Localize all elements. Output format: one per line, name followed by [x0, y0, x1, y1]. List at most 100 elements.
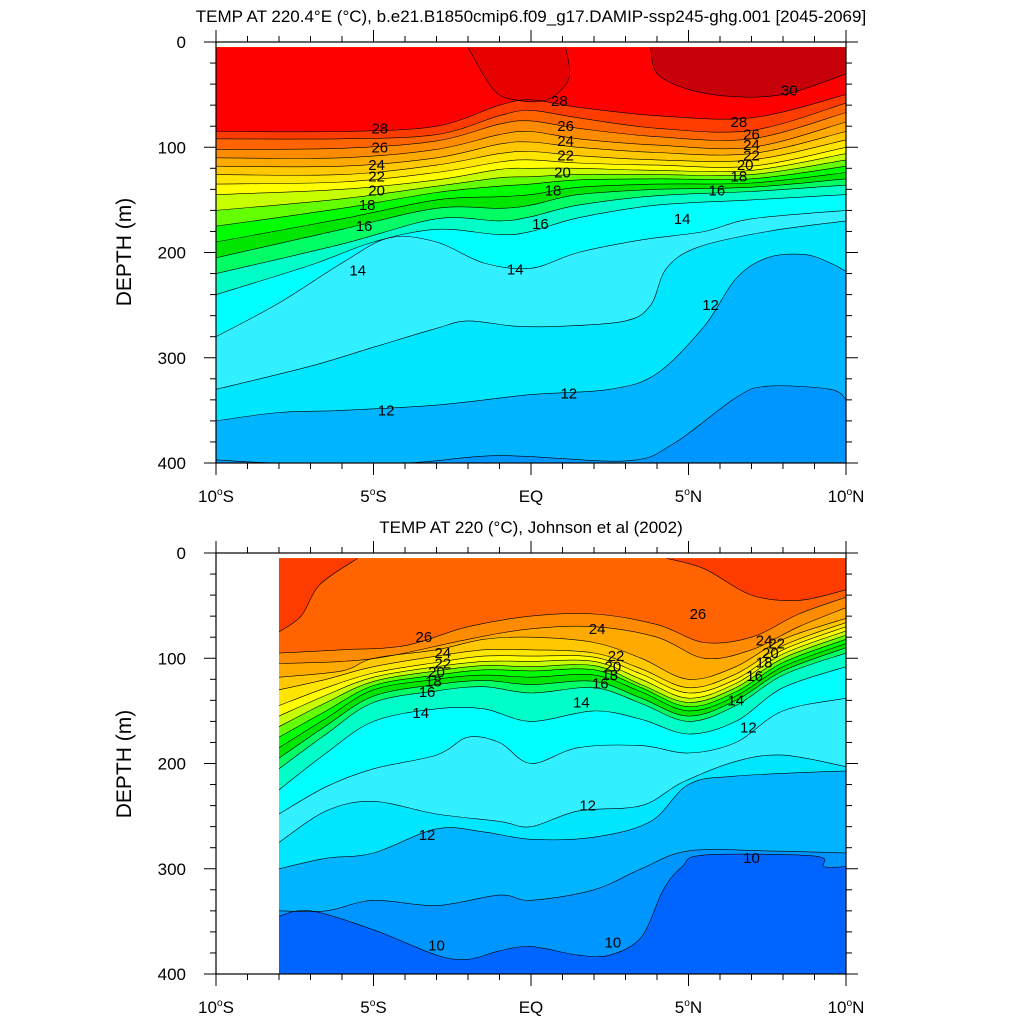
x-tick-label: EQ [519, 487, 544, 506]
contour-label: 20 [605, 659, 622, 676]
contour-label: 28 [551, 93, 568, 110]
isotherm-12 [216, 253, 846, 422]
contour-label: 20 [737, 157, 754, 174]
contour-label: 20 [762, 645, 779, 662]
contour-label: 26 [743, 127, 760, 144]
isotherm-19 [279, 639, 846, 738]
contour-label: 18 [359, 197, 376, 214]
panel-title: TEMP AT 220 (°C), Johnson et al (2002) [379, 518, 683, 537]
contour-label: 24 [557, 133, 574, 150]
contour-label: 14 [412, 705, 429, 722]
x-tick-label: EQ [519, 998, 544, 1017]
contour-label: 22 [368, 169, 385, 186]
y-tick-label: 200 [158, 244, 186, 263]
isotherm-27 [279, 558, 358, 633]
isotherm-17 [216, 178, 846, 259]
contour-label: 22 [434, 656, 451, 673]
isotherm-22 [279, 626, 846, 706]
y-tick-label: 100 [158, 138, 186, 157]
isotherm-15 [216, 194, 846, 295]
axes: 0 100 200 300 400 10oS 5oS EQ 5oN 10oN [158, 541, 864, 1017]
isotherm-21 [279, 630, 846, 717]
contour-label: 14 [573, 694, 590, 711]
model-temperature-panel: TEMP AT 220.4°E (°C), b.e21.B1850cmip6.f… [113, 7, 866, 506]
isotherm-25 [216, 121, 846, 159]
isotherm-23 [279, 622, 846, 691]
isotherm-12 [279, 770, 846, 870]
isotherm-13 [216, 220, 846, 390]
contour-label: 16 [746, 668, 763, 685]
y-tick-label: 0 [177, 33, 186, 52]
isotherm-30 [650, 47, 846, 98]
contour-label: 12 [378, 402, 395, 419]
contour-label: 16 [709, 182, 726, 199]
contour-label: 26 [371, 139, 388, 156]
y-axis-label: DEPTH (m) [113, 198, 136, 307]
isotherm-18 [279, 643, 846, 748]
contour-label: 20 [428, 664, 445, 681]
contour-label: 22 [608, 648, 625, 665]
isotherm-18 [216, 172, 846, 243]
y-tick-label: 100 [158, 649, 186, 668]
axes: 0 100 200 300 400 10oS 5oS EQ 5oN 10oN [158, 30, 864, 506]
contour-label: 16 [419, 684, 436, 701]
isotherm-16 [279, 652, 846, 770]
y-tick-label: 300 [158, 860, 186, 879]
x-tick-label: 10oS [198, 487, 234, 506]
y-axis-label: DEPTH (m) [113, 710, 136, 819]
contour-label: 26 [690, 606, 707, 623]
band-27 [279, 558, 358, 632]
x-tick-label: 5oS [360, 487, 386, 506]
contour-label: 18 [601, 667, 618, 684]
isotherm-21 [216, 153, 846, 195]
contour-label: 14 [674, 211, 691, 228]
contour-label: 22 [557, 148, 574, 165]
contour-label: 18 [731, 169, 748, 186]
isotherm-27 [216, 102, 846, 140]
contour-label: 24 [756, 632, 773, 649]
isotherm-10 [279, 853, 846, 960]
isotherm-27 [666, 558, 846, 601]
band-27 [666, 558, 846, 601]
contour-label: 26 [416, 629, 433, 646]
contour-label: 12 [419, 827, 436, 844]
x-tick-label: 5oN [675, 998, 702, 1017]
band-26 [279, 558, 846, 653]
isotherm-25 [279, 607, 846, 664]
contour-label: 24 [743, 137, 760, 154]
contour-label: 10 [428, 938, 445, 955]
isotherm-20 [279, 634, 846, 727]
contour-field [216, 47, 846, 463]
y-tick-label: 200 [158, 755, 186, 774]
isotherm-24 [216, 131, 846, 168]
contour-label: 18 [425, 673, 442, 690]
isotherm-19 [216, 165, 846, 227]
contour-label: 20 [554, 165, 571, 182]
isotherm-23 [216, 139, 846, 176]
contour-label: 10 [743, 850, 760, 867]
isotherm-13 [279, 754, 846, 843]
contour-label: 12 [740, 720, 757, 737]
y-tick-label: 400 [158, 454, 186, 473]
isotherm-15 [279, 666, 846, 791]
panel-title: TEMP AT 220.4°E (°C), b.e21.B1850cmip6.f… [196, 7, 866, 26]
observed-temperature-panel: TEMP AT 220 (°C), Johnson et al (2002) D… [113, 518, 864, 1017]
x-tick-label: 5oS [360, 998, 386, 1017]
isotherm-16 [216, 184, 846, 274]
contour-label: 22 [768, 636, 785, 653]
contour-label: 16 [356, 218, 373, 235]
isotherm-11 [279, 849, 846, 912]
contour-label: 26 [557, 118, 574, 135]
band-29 [468, 47, 570, 102]
isotherm-11 [216, 385, 846, 463]
contour-label: 20 [368, 182, 385, 199]
y-tick-label: 400 [158, 965, 186, 984]
y-tick-label: 300 [158, 349, 186, 368]
isotherm-29 [467, 47, 570, 103]
x-tick-label: 10oS [198, 998, 234, 1017]
x-tick-label: 5oN [675, 487, 702, 506]
contour-label: 16 [532, 216, 549, 233]
contour-label: 16 [592, 676, 609, 693]
contour-field [279, 558, 846, 974]
